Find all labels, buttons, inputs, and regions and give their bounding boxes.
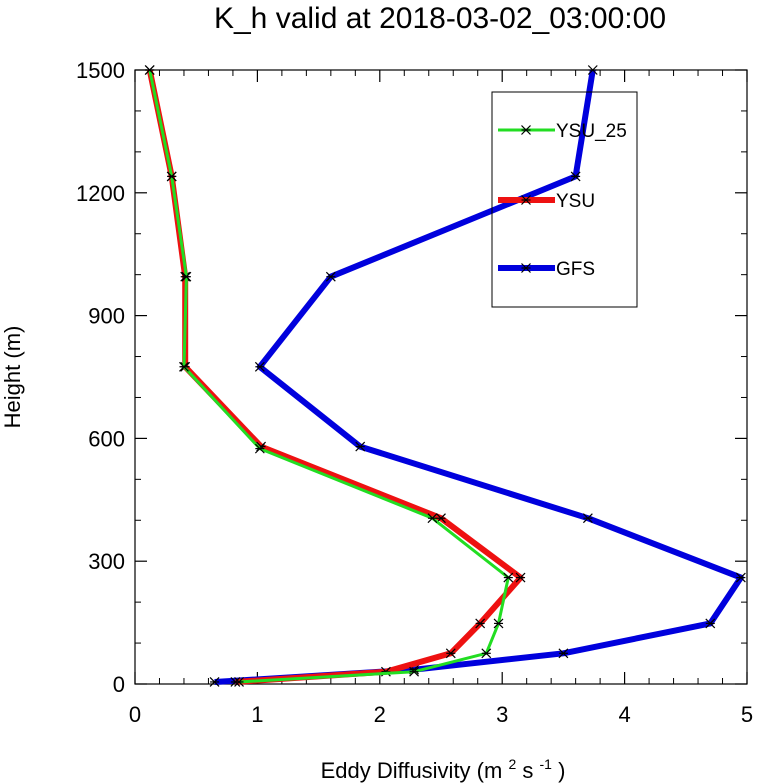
- data-point-ysu-25: [409, 666, 419, 677]
- x-axis-label: Eddy Diffusivity (m 2 s -1 ): [321, 749, 566, 783]
- legend-marker-gfs: [521, 263, 531, 273]
- data-point-ysu-25: [481, 648, 492, 659]
- y-tick-label: 0: [113, 672, 125, 697]
- x-axis-label-sup1: 2: [508, 756, 516, 772]
- x-tick-label: 5: [741, 702, 753, 727]
- chart-title: K_h valid at 2018-03-02_03:00:00: [214, 2, 666, 35]
- data-point-ysu: [515, 572, 526, 583]
- plot-frame: [134, 69, 748, 685]
- y-tick-label: 900: [88, 304, 125, 329]
- y-tick-label: 600: [88, 426, 125, 451]
- data-point-gfs: [582, 513, 593, 524]
- x-axis-label-mid: s: [522, 758, 533, 783]
- data-point-gfs: [735, 572, 746, 583]
- data-point-ysu-25: [166, 171, 177, 182]
- data-point-ysu-25: [181, 271, 192, 282]
- x-tick-label: 0: [129, 702, 141, 727]
- series-line-ysu-25: [148, 69, 510, 684]
- x-tick-label: 1: [251, 702, 263, 727]
- data-point-ysu-25: [427, 513, 438, 524]
- y-tick-label: 1200: [76, 181, 125, 206]
- data-point-ysu: [475, 618, 486, 629]
- data-point-gfs: [570, 171, 581, 182]
- series-layer: [144, 65, 746, 687]
- data-point-ysu-25: [144, 65, 155, 75]
- x-axis-label-main: Eddy Diffusivity (m: [321, 758, 503, 783]
- x-tick-label: 4: [618, 702, 630, 727]
- data-point-ysu: [445, 648, 456, 659]
- axis-ticks: [134, 69, 748, 685]
- legend-label-ysu-25: YSU_25: [556, 121, 627, 142]
- data-point-ysu-25: [179, 361, 189, 372]
- data-point-gfs: [705, 618, 716, 629]
- data-point-gfs: [355, 441, 366, 452]
- x-axis-label-sup2: -1: [540, 756, 553, 772]
- data-point-gfs: [254, 361, 265, 372]
- data-point-gfs: [209, 677, 220, 687]
- y-tick-label: 300: [88, 549, 125, 574]
- y-tick-label: 1500: [76, 58, 125, 83]
- x-axis-label-close: ): [558, 758, 565, 783]
- axis-tick-labels: 0 1 2 3 4 5 0 300 600 900 1200 1500: [76, 58, 753, 727]
- legend-box: [491, 91, 638, 308]
- legend: YSU_25 YSU GFS: [491, 91, 638, 308]
- legend-label-gfs: GFS: [556, 259, 595, 280]
- data-point-ysu-25: [503, 572, 514, 583]
- x-tick-label: 2: [374, 702, 386, 727]
- data-point-gfs: [587, 65, 598, 75]
- x-tick-label: 3: [496, 702, 508, 727]
- data-point-ysu-25: [234, 677, 244, 687]
- series-line-ysu: [146, 69, 524, 685]
- data-point-ysu-25: [493, 618, 504, 629]
- legend-marker-ysu-25: [521, 125, 531, 135]
- legend-marker-ysu: [521, 195, 531, 205]
- data-point-gfs: [558, 648, 569, 659]
- series-line-gfs: [214, 69, 744, 685]
- y-axis-label: Height (m): [0, 326, 25, 429]
- legend-label-ysu: YSU: [556, 191, 595, 212]
- data-point-ysu-25: [254, 443, 265, 454]
- data-point-gfs: [325, 271, 336, 282]
